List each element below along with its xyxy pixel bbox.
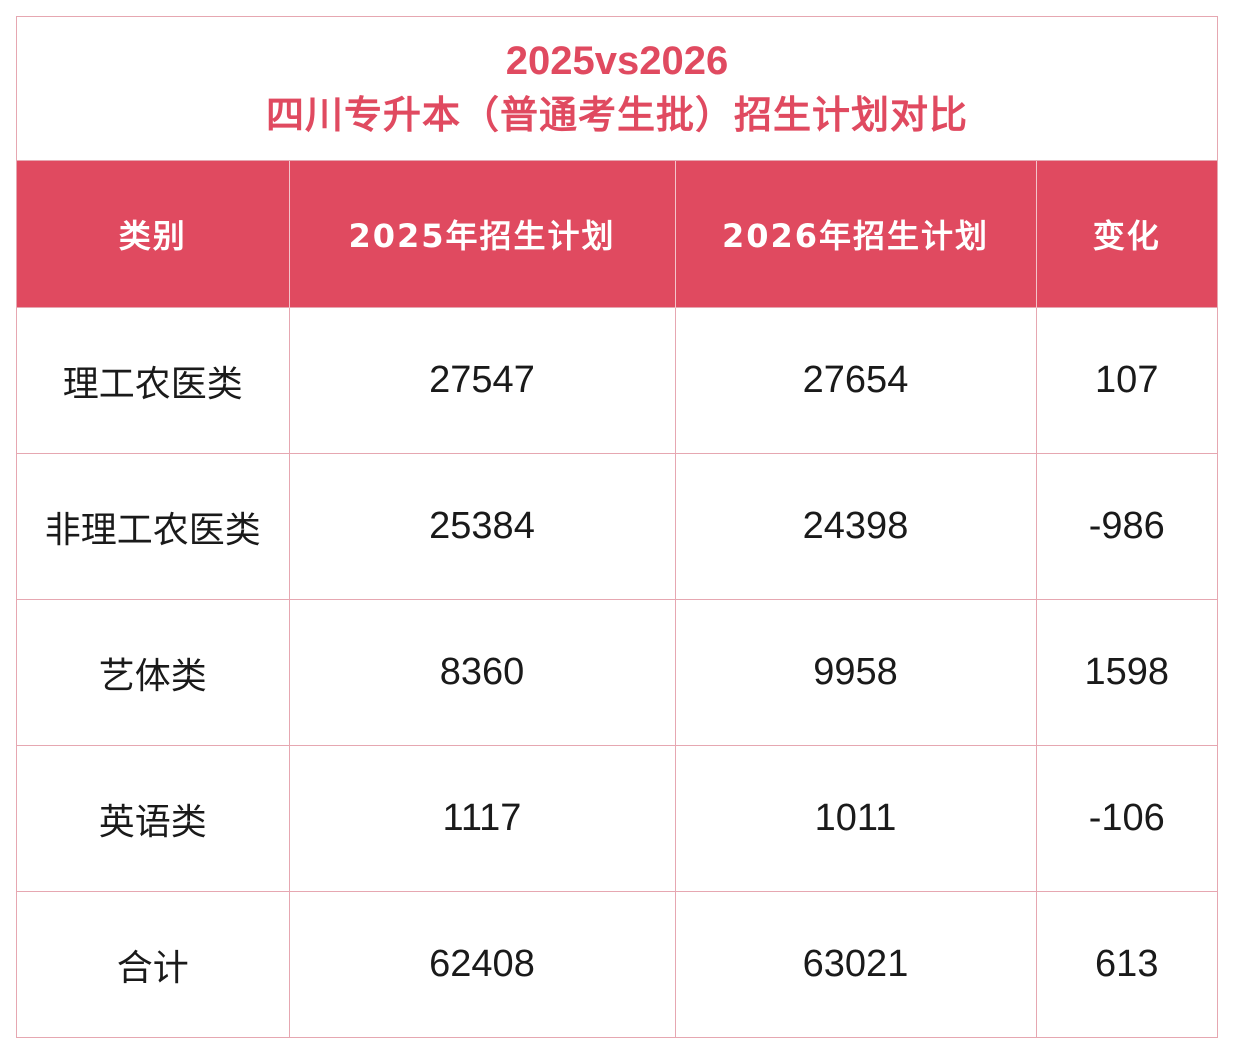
cell-plan-2025: 8360 [288, 599, 676, 746]
column-header-2025-plan: 2025年招生计划 [288, 161, 676, 308]
cell-category: 合计 [17, 891, 290, 1037]
enrollment-plan-table: 类别 2025年招生计划 2026年招生计划 变化 理工农医类 27547 27… [17, 161, 1217, 1037]
cell-plan-2026: 9958 [674, 599, 1037, 746]
title-block: 2025vs2026 四川专升本（普通考生批）招生计划对比 [17, 17, 1217, 161]
cell-plan-2026: 24398 [674, 453, 1037, 600]
cell-change: 1598 [1035, 599, 1217, 746]
cell-category: 艺体类 [17, 599, 290, 746]
table-row-total: 合计 62408 63021 613 [17, 891, 1217, 1037]
cell-category: 理工农医类 [17, 307, 290, 454]
chart-subtitle: 四川专升本（普通考生批）招生计划对比 [265, 92, 968, 137]
cell-change: -106 [1035, 745, 1217, 892]
cell-change: -986 [1035, 453, 1217, 600]
cell-plan-2025: 1117 [288, 745, 676, 892]
table-row: 英语类 1117 1011 -106 [17, 745, 1217, 892]
cell-plan-2025: 62408 [288, 891, 676, 1037]
chart-title: 2025vs2026 [505, 38, 729, 83]
cell-plan-2025: 25384 [288, 453, 676, 600]
cell-category: 英语类 [17, 745, 290, 892]
cell-change: 107 [1035, 307, 1217, 454]
table-row: 理工农医类 27547 27654 107 [17, 307, 1217, 454]
cell-plan-2026: 27654 [674, 307, 1037, 454]
cell-plan-2026: 63021 [674, 891, 1037, 1037]
column-header-2026-plan: 2026年招生计划 [674, 161, 1037, 308]
table-header-row: 类别 2025年招生计划 2026年招生计划 变化 [17, 161, 1217, 308]
column-header-category: 类别 [17, 161, 290, 308]
comparison-table-card: 2025vs2026 四川专升本（普通考生批）招生计划对比 类别 2025年招生… [16, 16, 1218, 1038]
cell-change: 613 [1035, 891, 1217, 1037]
table-row: 非理工农医类 25384 24398 -986 [17, 453, 1217, 600]
cell-plan-2025: 27547 [288, 307, 676, 454]
cell-plan-2026: 1011 [674, 745, 1037, 892]
cell-category: 非理工农医类 [17, 453, 290, 600]
column-header-change: 变化 [1035, 161, 1217, 308]
table-row: 艺体类 8360 9958 1598 [17, 599, 1217, 746]
